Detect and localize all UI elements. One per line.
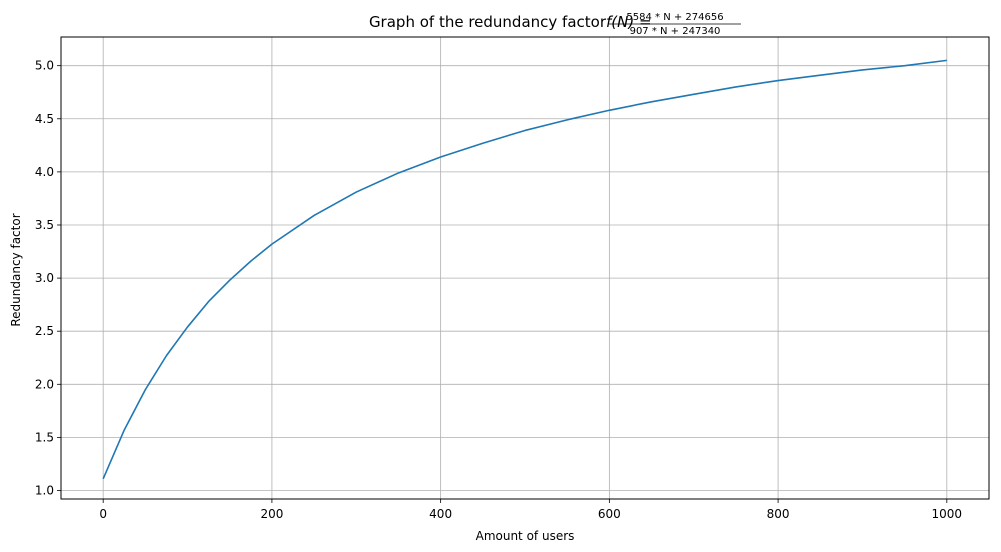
plot-frame <box>60 36 990 500</box>
y-tick-label: 1.0 <box>35 484 54 498</box>
y-tick-label: 3.0 <box>35 271 54 285</box>
y-axis-label: Redundancy factor <box>9 213 23 326</box>
x-tick-label: 800 <box>767 507 790 521</box>
y-axis: 1.0 1.5 2.0 2.5 3.0 3.5 4.0 4.5 5.0 <box>35 59 61 498</box>
chart-title-function: f(N) = <box>606 13 652 31</box>
y-tick-label: 4.5 <box>35 112 54 126</box>
series-group <box>102 59 947 480</box>
chart-title-numerator: 5584 * N + 274656 <box>626 12 723 23</box>
y-tick-label: 2.5 <box>35 324 54 338</box>
x-tick-label: 400 <box>429 507 452 521</box>
y-tick-label: 4.0 <box>35 165 54 179</box>
y-tick-label: 5.0 <box>35 59 54 73</box>
x-tick-label: 1000 <box>932 507 963 521</box>
grid <box>61 37 989 499</box>
x-axis: 0 200 400 600 800 1000 <box>99 499 962 521</box>
chart-title: Graph of the redundancy factor f(N) = 55… <box>369 12 741 37</box>
chart-title-prefix: Graph of the redundancy factor <box>369 13 607 31</box>
chart-title-denominator: 907 * N + 247340 <box>630 26 721 37</box>
y-tick-label: 3.5 <box>35 218 54 232</box>
x-tick-label: 200 <box>260 507 283 521</box>
y-tick-label: 2.0 <box>35 377 54 391</box>
series-line <box>102 59 947 480</box>
x-axis-label: Amount of users <box>476 529 575 543</box>
y-tick-label: 1.5 <box>35 430 54 444</box>
x-tick-label: 0 <box>99 507 107 521</box>
x-tick-label: 600 <box>598 507 621 521</box>
